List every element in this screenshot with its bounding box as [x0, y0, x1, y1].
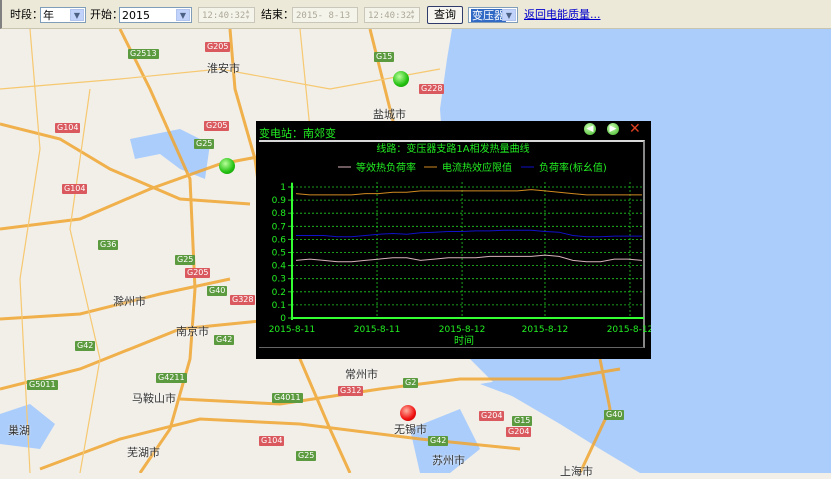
road-shield: G2: [403, 378, 419, 388]
road-shield: G42: [75, 341, 96, 351]
x-tick-label: 2015-8-12: [522, 325, 569, 335]
period-label: 时段：: [10, 8, 43, 21]
chart-frame: [259, 140, 645, 348]
road-shield: G228: [419, 84, 445, 94]
city-label: 上海市: [560, 465, 593, 478]
y-tick-label: 1: [280, 183, 286, 193]
yangtze-estuary: [480, 379, 600, 429]
spinner-icon[interactable]: ▲ ▼: [410, 8, 415, 21]
chevron-down-icon[interactable]: ▼: [502, 9, 516, 21]
heat-chart: 线路：变压器支路1A相发热量曲线 等效热负荷率 电流热效应限值 负荷率(标幺值) 0…: [269, 142, 651, 347]
y-tick-label: 0.7: [272, 222, 286, 232]
legend: 等效热负荷率 电流热效应限值 负荷率(标幺值): [338, 161, 607, 174]
y-tick-label: 0.1: [272, 301, 286, 311]
chevron-down-icon[interactable]: ▼: [176, 9, 190, 21]
start-time-value: 12:40:32: [202, 11, 246, 21]
chevron-down-icon[interactable]: ▼: [70, 9, 84, 21]
x-tick-label: 2015-8-11: [354, 325, 401, 335]
station-title: 变电站：南郊变: [259, 127, 336, 140]
city-label: 无锡市: [394, 423, 427, 436]
road-shield: G204: [506, 427, 532, 437]
city-label: 马鞍山市: [132, 392, 176, 405]
legend-label: 电流热效应限值: [442, 161, 512, 174]
road-shield: G205: [205, 42, 231, 52]
hongze-lake: [130, 129, 210, 179]
start-select[interactable]: 2015 ▼: [119, 7, 192, 23]
y-tick-label: 0.6: [272, 235, 287, 245]
road-shield: G4011: [272, 393, 303, 403]
legend-label: 负荷率(标幺值): [539, 161, 607, 174]
y-tick-label: 0.2: [272, 288, 286, 298]
toolbar: 时段： 年 ▼ 开始： 2015 ▼ 12:40:32 ▲ ▼ 结束： 2015- 8-…: [0, 0, 831, 29]
series-line: [295, 189, 642, 196]
road-shield: G25: [296, 451, 317, 461]
road-shield: G104: [55, 123, 81, 133]
y-tick-label: 0.9: [272, 196, 287, 206]
y-tick-label: 0: [280, 314, 286, 324]
road-shield: G312: [338, 386, 364, 396]
road-shield: G40: [207, 286, 228, 296]
period-select[interactable]: 年 ▼: [40, 7, 86, 23]
start-time-input[interactable]: 12:40:32 ▲ ▼: [198, 7, 255, 23]
road-shield: G104: [62, 184, 88, 194]
x-axis-label: 时间: [454, 334, 474, 347]
lake-label: 巢湖: [8, 424, 30, 437]
substation-marker-green[interactable]: [393, 71, 409, 87]
x-tick-label: 2015-8-12: [439, 325, 486, 335]
y-tick-label: 0.5: [272, 249, 286, 259]
device-select[interactable]: 变压器 ▼: [468, 7, 518, 23]
road-shield: G4211: [156, 373, 187, 383]
city-label: 常州市: [345, 368, 378, 381]
back-to-power-quality-link[interactable]: 返回电能质量...: [524, 8, 601, 21]
road-shield: G15: [512, 416, 533, 426]
substation-marker-green[interactable]: [219, 158, 235, 174]
query-button[interactable]: 查询: [427, 6, 463, 24]
road-shield: G5011: [27, 380, 58, 390]
substation-marker-red[interactable]: [400, 405, 416, 421]
series-line: [296, 229, 642, 238]
arrow-right-icon[interactable]: ▶: [607, 123, 619, 135]
x-tick-label: 2015-8-11: [269, 325, 316, 335]
road-shield: G42: [214, 335, 235, 345]
end-time-value: 12:40:32: [368, 11, 412, 21]
road-shield: G2513: [128, 49, 159, 59]
city-label: 滁州市: [113, 295, 146, 308]
road-shield: G42: [428, 436, 449, 446]
end-time-input[interactable]: 12:40:32 ▲ ▼: [364, 7, 420, 23]
city-label: 南京市: [176, 325, 209, 338]
start-label: 开始：: [90, 8, 123, 21]
road-shield: G104: [259, 436, 285, 446]
city-label: 淮安市: [207, 62, 240, 75]
road-shield: G15: [374, 52, 395, 62]
end-date-select[interactable]: 2015- 8-13: [292, 7, 358, 23]
road-shield: G25: [194, 139, 215, 149]
spinner-icon[interactable]: ▲ ▼: [245, 8, 250, 21]
start-value: 2015: [122, 9, 150, 22]
road-shield: G205: [185, 268, 211, 278]
road-shield: G204: [479, 411, 505, 421]
road-shield: G25: [175, 255, 196, 265]
series-line: [295, 254, 643, 263]
city-label: 盐城市: [373, 108, 406, 121]
chart-popup: 变电站：南郊变 ◀ ▶ ✕ 线路：变压器支路1A相发热量曲线 等效热负荷率 电流热…: [256, 121, 651, 359]
y-tick-label: 0.3: [272, 275, 286, 285]
legend-label: 等效热负荷率: [356, 161, 416, 174]
road-shield: G205: [204, 121, 230, 131]
x-tick-label: 2015-8-12: [607, 325, 651, 335]
city-label: 芜湖市: [127, 446, 160, 459]
arrow-left-icon[interactable]: ◀: [584, 123, 596, 135]
y-tick-label: 0.4: [272, 262, 287, 272]
chart-title: 线路：变压器支路1A相发热量曲线: [376, 142, 529, 155]
city-label: 苏州市: [432, 454, 465, 467]
road-shield: G36: [98, 240, 119, 250]
road-shield: G328: [230, 295, 256, 305]
period-value: 年: [43, 9, 54, 22]
y-tick-label: 0.8: [272, 209, 287, 219]
end-label: 结束：: [261, 8, 294, 21]
close-icon[interactable]: ✕: [629, 121, 641, 137]
device-value: 变压器: [471, 9, 506, 22]
road-shield: G40: [604, 410, 625, 420]
end-date-value: 2015- 8-13: [296, 11, 351, 21]
